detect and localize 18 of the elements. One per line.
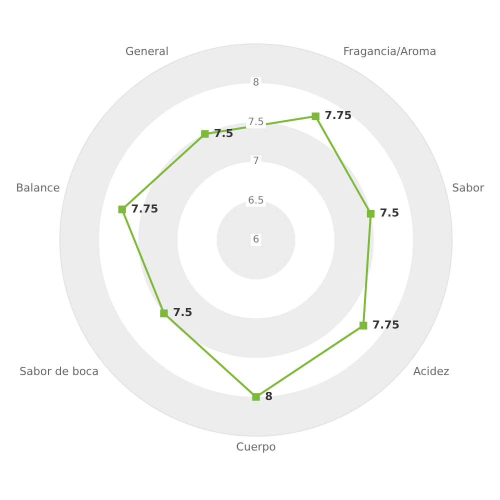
spoke-label: Fragancia/Aroma [343,45,436,58]
data-label: 7.75 [324,109,352,122]
y-tick-label: 7.5 [248,116,264,128]
spoke-label: Cuerpo [236,440,276,454]
y-tick-label: 7 [252,156,260,168]
data-label: 7.5 [380,206,400,220]
spoke-label: Balance [16,181,60,194]
y-tick-label: 6 [252,234,260,246]
y-tick-label: 6.5 [248,195,264,206]
data-label: 7.75 [372,318,400,332]
data-label: 7.5 [172,306,192,320]
data-label: 7.75 [131,202,158,216]
spoke-label: Sabor [452,181,485,194]
spoke-label: General [125,45,169,58]
y-tick-label: 8 [252,78,260,89]
spoke-label: Sabor de boca [20,364,99,378]
spoke-label: Acidez [413,364,450,378]
data-label: 8 [265,390,273,403]
